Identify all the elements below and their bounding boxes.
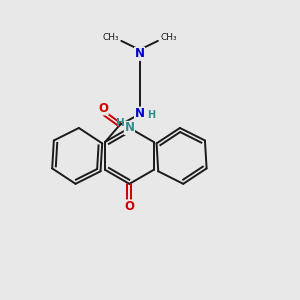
Text: N: N — [135, 107, 145, 120]
Text: H: H — [147, 110, 155, 119]
Text: N: N — [124, 122, 134, 134]
Text: CH₃: CH₃ — [102, 33, 119, 42]
Text: CH₃: CH₃ — [160, 33, 177, 42]
Text: N: N — [135, 47, 145, 60]
Text: O: O — [98, 102, 108, 115]
Text: H: H — [116, 118, 124, 128]
Text: O: O — [124, 200, 134, 213]
